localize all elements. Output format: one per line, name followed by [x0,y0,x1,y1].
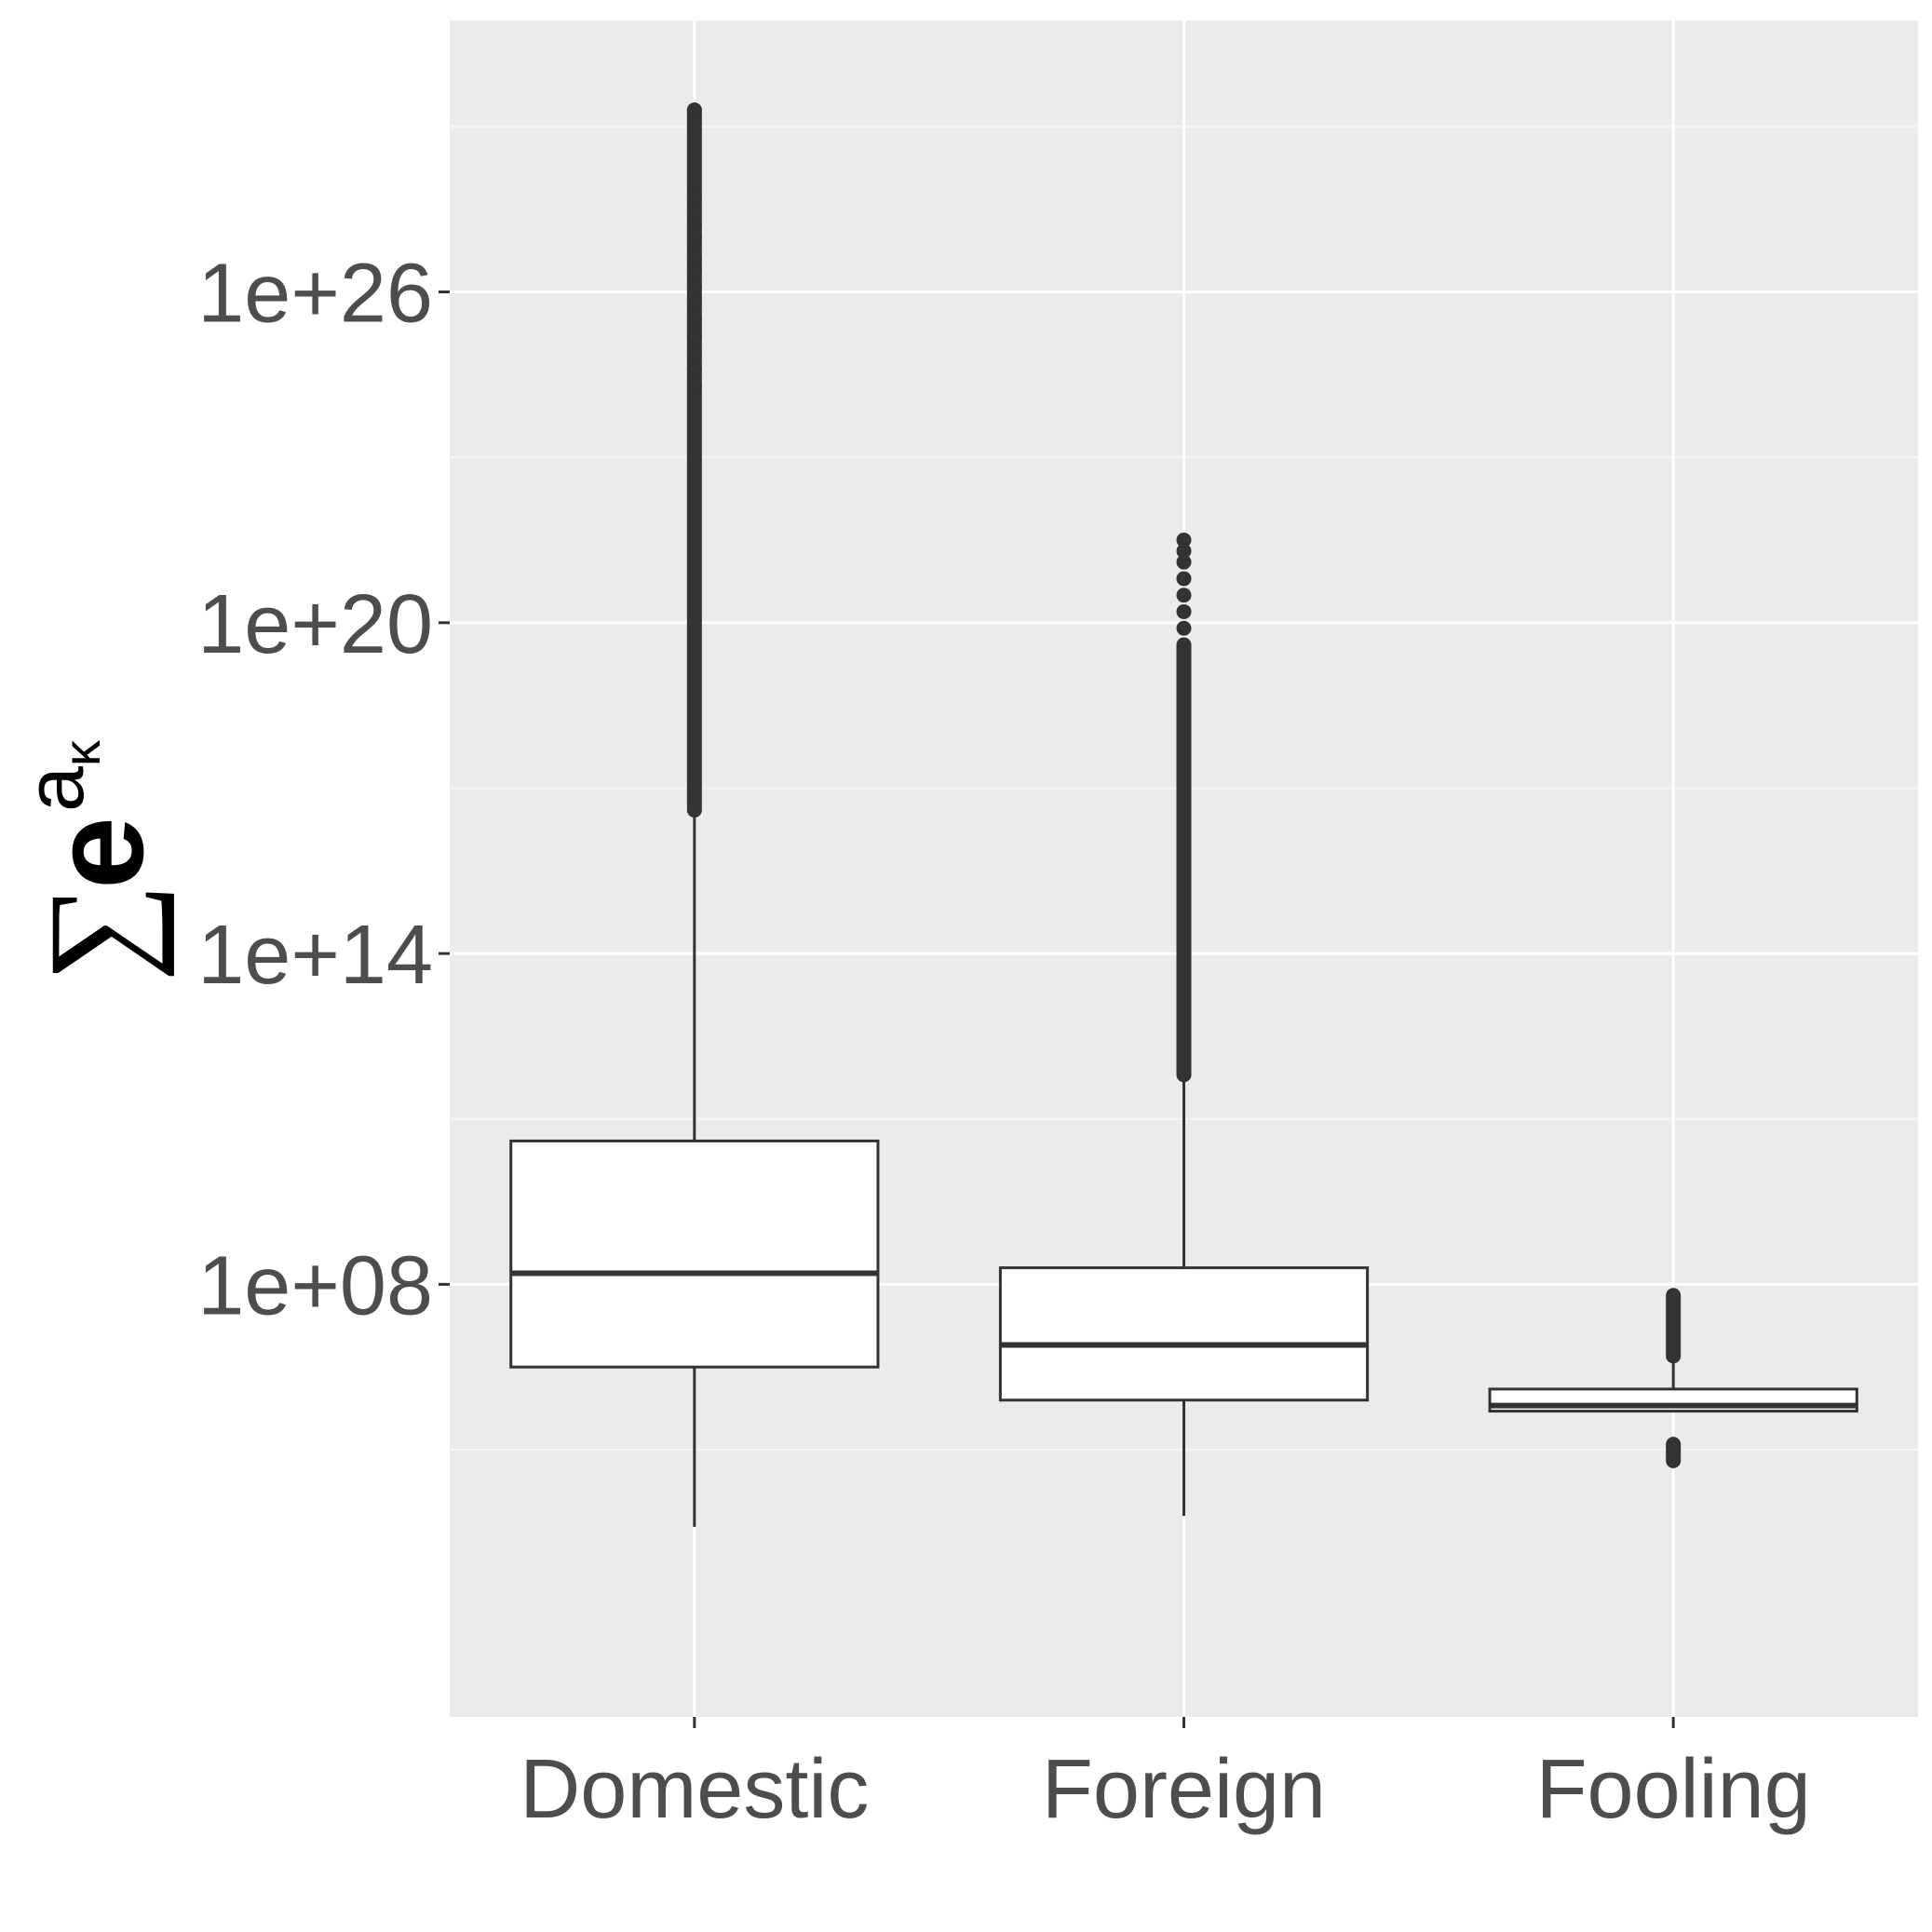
outlier-point [686,378,702,394]
outlier-point [686,218,702,234]
box-domestic [509,102,880,1527]
outlier-point [1176,554,1192,570]
outlier-point [686,312,702,328]
y-axis-title-sup: a [8,766,101,812]
box-iqr [998,1266,1370,1402]
boxes-layer [509,102,1858,1527]
outlier-point [686,278,702,294]
y-axis-title: ∑ e a κ [8,739,175,982]
outlier-point [1176,571,1192,587]
box-iqr [509,1139,880,1369]
y-tick-label: 1e+08 [197,1239,433,1332]
y-tick-label: 1e+20 [197,578,433,671]
y-axis-title-sub: κ [52,739,111,766]
box-foreign [998,532,1370,1517]
outlier-point [686,190,702,206]
x-tick-label: Foreign [1042,1743,1326,1836]
outlier-point [686,328,702,344]
outlier-point [686,295,702,311]
outlier-point [686,262,702,277]
outlier-point [1176,543,1192,559]
outlier-point [1176,620,1192,636]
box-fooling [1488,1288,1858,1468]
outlier-point [686,250,702,266]
x-tick-label: Fooling [1536,1743,1811,1836]
y-axis: 1e+26 1e+20 1e+14 1e+08 [197,248,450,1332]
outlier-point [686,102,702,118]
y-axis-title-sum: ∑ [20,883,175,982]
y-tick-label: 1e+14 [197,909,433,1002]
y-tick-label: 1e+26 [197,248,433,341]
outlier-point [686,361,702,377]
outlier-point [1176,603,1192,619]
outlier-point [1176,532,1192,547]
outlier-point [686,345,702,360]
outlier-point [1176,588,1192,603]
y-axis-title-base: e [24,817,170,889]
x-tick-label: Domestic [520,1743,869,1836]
outlier-point [686,229,702,245]
x-axis: Domestic Foreign Fooling [520,1717,1811,1836]
